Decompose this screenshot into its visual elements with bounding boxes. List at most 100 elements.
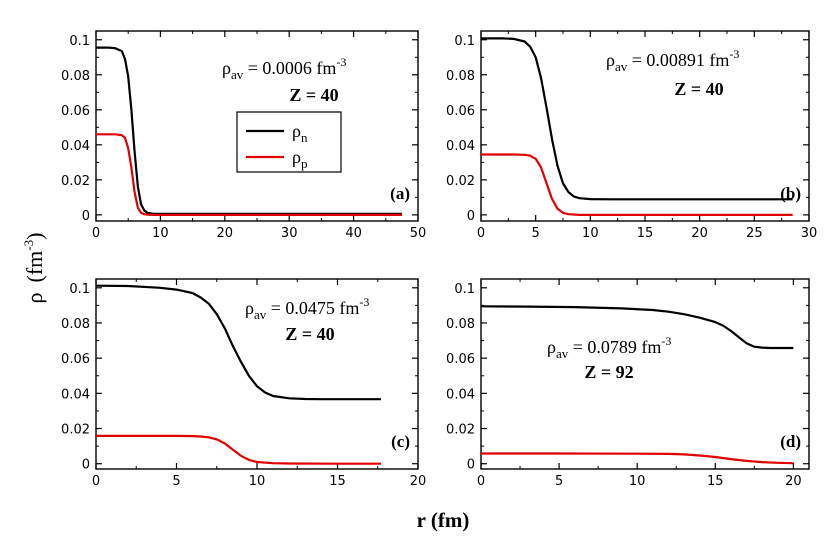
panel-c-rho-exp: -3: [359, 295, 369, 309]
panel-c-xtick-label: 20: [410, 474, 427, 489]
panel-c-ytick-label: 0.08: [61, 317, 90, 332]
panel-a-ytick-label: 0.1: [69, 34, 90, 49]
panel-d-ytick-label: 0.04: [446, 387, 475, 402]
y-axis-close: ): [22, 233, 47, 240]
panel-a-xtick-label: 40: [345, 226, 362, 241]
panel-a-ytick-label: 0.06: [61, 104, 90, 119]
panel-b-series-rho-n: [481, 37, 793, 201]
panel-d-rho-value: = 0.0789 fm: [568, 337, 661, 357]
panel-b-xtick-label: 15: [637, 226, 654, 241]
panel-b-ytick-label: 0.04: [446, 139, 475, 154]
panel-c: 0 5 10 15 20 0 0.02 0.04 0.06 0.08 0.1 (c) ρav = 0.0…: [61, 278, 427, 489]
legend-label-rho-p: ρp: [292, 147, 307, 171]
panel-a-series-rho-p: [96, 133, 402, 216]
panel-d-rho-sub: av: [556, 346, 569, 361]
panel-b-ytick-label: 0.02: [446, 174, 475, 189]
panel-b-z: Z = 40: [674, 79, 723, 99]
panel-a-xtick-label: 30: [281, 226, 298, 241]
panel-d-ytick-label: 0.08: [446, 317, 475, 332]
panel-d-xtick-label: 15: [707, 474, 724, 489]
panel-d-label: (d): [780, 432, 801, 451]
panel-d-rho-exp: -3: [661, 334, 671, 348]
panel-b-ytick-label: 0: [467, 209, 475, 224]
panel-a-z: Z = 40: [289, 85, 338, 105]
panel-b-xtick-label: 0: [477, 226, 485, 241]
panel-c-xtick-label: 5: [172, 474, 180, 489]
panel-d-rho-av: ρav = 0.0789 fm-3: [547, 334, 671, 361]
panel-a-ytick-label: 0.02: [61, 174, 90, 189]
panel-d-xtick-label: 5: [555, 474, 563, 489]
panel-d-ytick-label: 0.1: [454, 282, 475, 297]
panel-c-xtick-label: 10: [249, 474, 266, 489]
panel-d-series-rho-p: [481, 452, 794, 465]
y-axis-exponent: -3: [21, 240, 36, 251]
panel-a-xtick-label: 20: [217, 226, 234, 241]
panel-a-ytick-label: 0: [82, 209, 90, 224]
panel-d-rho-symbol: ρ: [547, 337, 556, 357]
panel-a-ytick-label: 0.04: [61, 139, 90, 154]
panel-c-rho-value: = 0.0475 fm: [266, 298, 359, 318]
panel-b: 0 5 10 15 20 25 30 0 0.02 0.04 0.06 0.08 0.1 (b) ρav =…: [446, 30, 818, 241]
panel-b-rho-symbol: ρ: [606, 50, 615, 70]
panel-d: 0 5 10 15 20 0 0.02 0.04 0.06 0.08 0.1 (d) ρav = 0.0…: [446, 278, 810, 489]
panel-c-ytick-label: 0.04: [61, 387, 90, 402]
panel-b-rho-av: ρav = 0.00891 fm-3: [606, 47, 739, 74]
panel-b-series-rho-p: [481, 153, 793, 216]
panel-b-xtick-label: 30: [801, 226, 818, 241]
panel-c-rho-sub: av: [254, 307, 267, 322]
panel-c-z: Z = 40: [285, 324, 334, 344]
panel-b-ytick-label: 0.1: [454, 34, 475, 49]
panel-d-xtick-label: 20: [785, 474, 802, 489]
panel-c-ytick-label: 0.06: [61, 352, 90, 367]
panel-a-ytick-label: 0.08: [61, 69, 90, 84]
panel-a-xtick-label: 0: [92, 226, 100, 241]
panel-a-xtick-label: 50: [410, 226, 427, 241]
panel-c-series-rho-p: [96, 434, 381, 465]
panel-c-ytick-label: 0.1: [69, 282, 90, 297]
panel-c-xtick-label: 0: [92, 474, 100, 489]
legend-sub: p: [301, 156, 308, 171]
legend-symbol: ρ: [292, 121, 301, 141]
panel-b-rho-sub: av: [615, 59, 628, 74]
y-axis-label: ρ (fm-3): [21, 233, 47, 304]
panel-b-ytick-label: 0.06: [446, 104, 475, 119]
panel-a-xtick-label: 10: [152, 226, 169, 241]
panel-b-rho-exp: -3: [729, 47, 739, 61]
y-axis-unit: (fm: [22, 251, 47, 283]
panel-c-xtick-label: 15: [329, 474, 346, 489]
panel-b-xtick-label: 20: [691, 226, 708, 241]
legend-sub: n: [301, 130, 308, 145]
panel-b-ytick-label: 0.08: [446, 69, 475, 84]
panel-d-xtick-label: 0: [477, 474, 485, 489]
panel-d-xtick-label: 10: [629, 474, 646, 489]
panel-b-xtick-label: 10: [582, 226, 599, 241]
panel-a-rho-av: ρav = 0.0006 fm-3: [222, 55, 346, 82]
panel-c-rho-symbol: ρ: [245, 298, 254, 318]
panel-c-ytick-label: 0: [82, 458, 90, 473]
panel-c-ytick-label: 0.02: [61, 423, 90, 438]
panel-a-rho-value: = 0.0006 fm: [243, 58, 336, 78]
legend-symbol: ρ: [292, 147, 301, 167]
x-axis-label: r (fm): [417, 508, 470, 532]
panel-b-label: (b): [780, 184, 801, 203]
legend-box: [236, 111, 342, 173]
panel-a-rho-exp: -3: [336, 55, 346, 69]
panel-a-label: (a): [390, 184, 410, 203]
panel-b-xtick-label: 25: [746, 226, 763, 241]
panel-c-series-rho-n: [95, 284, 381, 401]
panel-d-ytick-label: 0.02: [446, 423, 475, 438]
panel-d-ytick-label: 0.06: [446, 352, 475, 367]
panel-b-rho-value: = 0.00891 fm: [627, 50, 729, 70]
panel-a-rho-sub: av: [231, 67, 244, 82]
panel-d-ytick-label: 0: [467, 458, 475, 473]
y-axis-symbol: ρ: [22, 292, 47, 303]
panel-d-frame: [480, 278, 810, 470]
panel-d-z: Z = 92: [584, 362, 633, 382]
panel-c-label: (c): [391, 432, 410, 451]
legend-label-rho-n: ρn: [292, 121, 308, 145]
panel-c-rho-av: ρav = 0.0475 fm-3: [245, 295, 369, 322]
panel-a-rho-symbol: ρ: [222, 58, 231, 78]
